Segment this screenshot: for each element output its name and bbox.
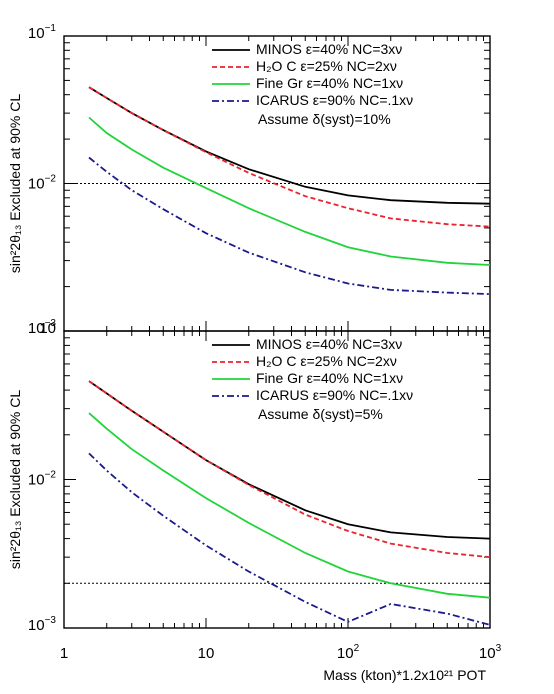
y-tick-label-exp: −2 bbox=[45, 470, 57, 481]
series-line-icarus bbox=[88, 452, 491, 626]
x-tick-label-base: 10 bbox=[479, 645, 496, 662]
legend-entry: H₂O C ε=25% NC=2xν bbox=[256, 353, 397, 369]
legend-entry: Fine Gr ε=40% NC=1xν bbox=[256, 370, 403, 386]
y-tick-label-exp: −3 bbox=[45, 318, 57, 329]
y-tick-label: 10−3 bbox=[28, 615, 57, 634]
series-line-h2o-c bbox=[88, 86, 491, 228]
series-line-h2o-c bbox=[88, 380, 491, 558]
y-tick-label-base: 10 bbox=[28, 617, 45, 634]
legend-entry: Fine Gr ε=40% NC=1xν bbox=[256, 75, 403, 91]
series-line-fine-gr bbox=[88, 412, 491, 599]
y-tick-label: 10−2 bbox=[28, 470, 57, 489]
y-tick-label-base: 10 bbox=[28, 320, 45, 337]
y-tick-label-exp: −1 bbox=[45, 23, 57, 34]
y-tick-label-base: 10 bbox=[28, 25, 45, 42]
series-line-icarus bbox=[88, 156, 491, 295]
x-tick-label-exp: 2 bbox=[354, 643, 360, 654]
x-tick-label: 10 bbox=[198, 645, 215, 662]
y-tick-label-exp: −2 bbox=[45, 174, 57, 185]
y-tick-label: 10 bbox=[39, 320, 56, 337]
legend-entry: ICARUS ε=90% NC=.1xν bbox=[256, 92, 413, 108]
legend-note: Assume δ(syst)=10% bbox=[258, 111, 391, 127]
series-line-fine-gr bbox=[88, 116, 491, 266]
x-tick-label-base: 10 bbox=[198, 645, 215, 662]
legend-entry: MINOS ε=40% NC=3xν bbox=[256, 41, 402, 57]
y-tick-label-base: 10 bbox=[39, 320, 56, 337]
legend-entry: MINOS ε=40% NC=3xν bbox=[256, 336, 402, 352]
y-tick-label: 10−1 bbox=[28, 23, 57, 42]
x-tick-label: 103 bbox=[479, 643, 502, 662]
x-tick-label: 1 bbox=[60, 645, 68, 662]
y-tick-label-base: 10 bbox=[28, 472, 45, 489]
x-tick-label: 102 bbox=[337, 643, 360, 662]
y-tick-label-base: 10 bbox=[28, 176, 45, 193]
x-tick-label-base: 10 bbox=[337, 645, 354, 662]
y-axis-label: sin²2θ₁₃ Excluded at 90% CL bbox=[7, 390, 23, 570]
y-tick-label-exp: −3 bbox=[45, 615, 57, 626]
y-axis-label: sin²2θ₁₃ Excluded at 90% CL bbox=[7, 94, 23, 274]
x-tick-label-exp: 3 bbox=[496, 643, 502, 654]
legend-note: Assume δ(syst)=5% bbox=[258, 406, 383, 422]
x-tick-label-base: 1 bbox=[60, 645, 68, 662]
x-axis-label: Mass (kton)*1.2x10²¹ POT bbox=[323, 667, 486, 683]
y-tick-label: 10−3 bbox=[28, 318, 57, 337]
legend-entry: H₂O C ε=25% NC=2xν bbox=[256, 58, 397, 74]
y-tick-label: 10−2 bbox=[28, 174, 57, 193]
legend-entry: ICARUS ε=90% NC=.1xν bbox=[256, 387, 413, 403]
